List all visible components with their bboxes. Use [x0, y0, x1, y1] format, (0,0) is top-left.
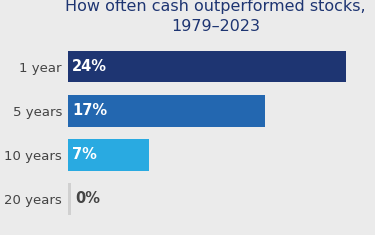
Bar — [68, 95, 265, 127]
Bar — [68, 139, 149, 171]
Text: 7%: 7% — [72, 147, 97, 162]
Text: 24%: 24% — [72, 59, 107, 74]
Bar — [68, 183, 71, 215]
Text: 0%: 0% — [76, 192, 100, 207]
Text: 17%: 17% — [72, 103, 107, 118]
Bar — [68, 51, 346, 82]
Title: How often cash outperformed stocks,
1979–2023: How often cash outperformed stocks, 1979… — [65, 0, 366, 34]
